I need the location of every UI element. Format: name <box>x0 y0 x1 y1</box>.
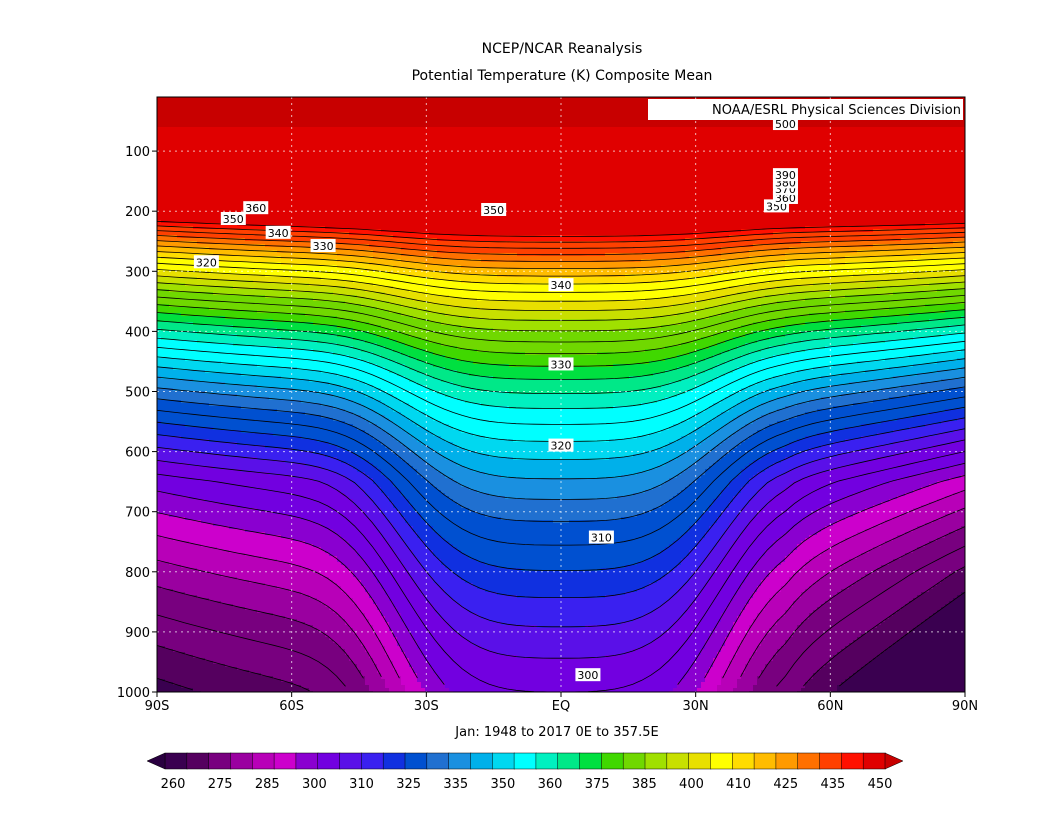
chart-subtitle: Potential Temperature (K) Composite Mean <box>412 68 713 84</box>
contour-fill-bands <box>157 97 966 695</box>
chart-title: NCEP/NCAR Reanalysis <box>482 41 643 57</box>
plot-area <box>157 97 966 695</box>
